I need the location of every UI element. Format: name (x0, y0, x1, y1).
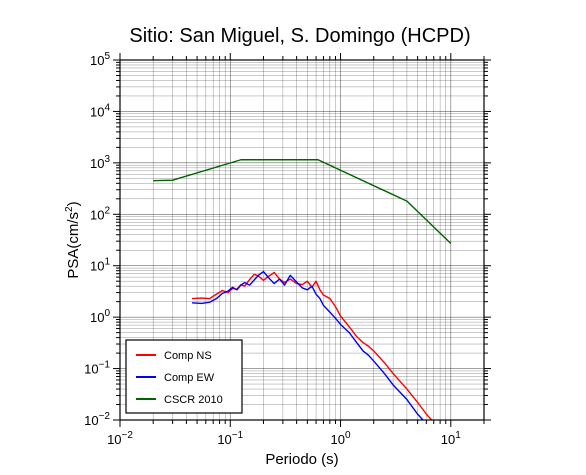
series-line-cscr-2010 (153, 159, 452, 245)
y-axis-label-sup: 2 (64, 206, 75, 212)
x-tick-label-base: 10 (441, 432, 455, 447)
y-tick-label-exp: 4 (104, 102, 110, 113)
y-tick-label: 100 (90, 308, 110, 325)
series-group (153, 159, 452, 420)
x-tick-label-exp: −2 (122, 430, 134, 441)
x-tick-label-exp: −1 (232, 430, 244, 441)
series-line-comp-ew (191, 270, 424, 420)
legend-label-comp-ew: Comp EW (164, 372, 215, 384)
y-tick-label-base: 10 (90, 104, 104, 119)
y-tick-label-base: 10 (84, 413, 98, 428)
legend-label-comp-ns: Comp NS (164, 350, 212, 362)
x-tick-label: 100 (331, 430, 351, 447)
y-tick-label-exp: 1 (104, 257, 110, 268)
y-tick-label: 105 (90, 51, 110, 68)
grid (119, 59, 485, 421)
y-tick-label-exp: 5 (104, 51, 110, 62)
y-tick-label-base: 10 (90, 207, 104, 222)
y-tick-label: 104 (90, 102, 110, 119)
x-tick-label-base: 10 (331, 432, 345, 447)
x-tick-label-exp: 1 (455, 430, 461, 441)
plot-border (119, 59, 485, 421)
legend-label-cscr-2010: CSCR 2010 (164, 394, 223, 406)
y-tick-label-exp: −1 (99, 360, 111, 371)
y-axis-label-base: PSA(cm/s (65, 212, 82, 279)
y-tick-label: 102 (90, 205, 110, 222)
y-tick-label: 101 (90, 257, 110, 274)
x-tick-label: 101 (441, 430, 461, 447)
y-axis-label-tail: ) (65, 201, 82, 206)
x-axis-label: Periodo (s) (265, 451, 338, 468)
chart-title: Sitio: San Miguel, S. Domingo (HCPD) (129, 25, 470, 47)
y-tick-label-exp: 0 (104, 308, 110, 319)
x-tick-label-base: 10 (217, 432, 231, 447)
y-tick-label: 10−2 (84, 411, 110, 428)
y-tick-label-exp: 3 (104, 154, 110, 165)
y-tick-label-base: 10 (90, 53, 104, 68)
x-tick-label-exp: 0 (345, 430, 351, 441)
y-axis-label: PSA(cm/s2) (64, 201, 82, 278)
y-tick-label-base: 10 (90, 310, 104, 325)
y-tick-label-exp: 2 (104, 205, 110, 216)
legend-items: Comp NS Comp EW CSCR 2010 (136, 350, 223, 406)
x-tick-label-base: 10 (107, 432, 121, 447)
x-tick-label: 10−1 (217, 430, 243, 447)
x-tick-label: 10−2 (107, 430, 133, 447)
y-tick-label: 10−1 (84, 360, 110, 377)
y-tick-label-base: 10 (90, 156, 104, 171)
y-tick-label-exp: −2 (99, 411, 111, 422)
y-tick-label: 103 (90, 154, 110, 171)
y-tick-label-base: 10 (84, 362, 98, 377)
legend: Comp NS Comp EW CSCR 2010 (125, 339, 243, 414)
y-tick-label-base: 10 (90, 259, 104, 274)
